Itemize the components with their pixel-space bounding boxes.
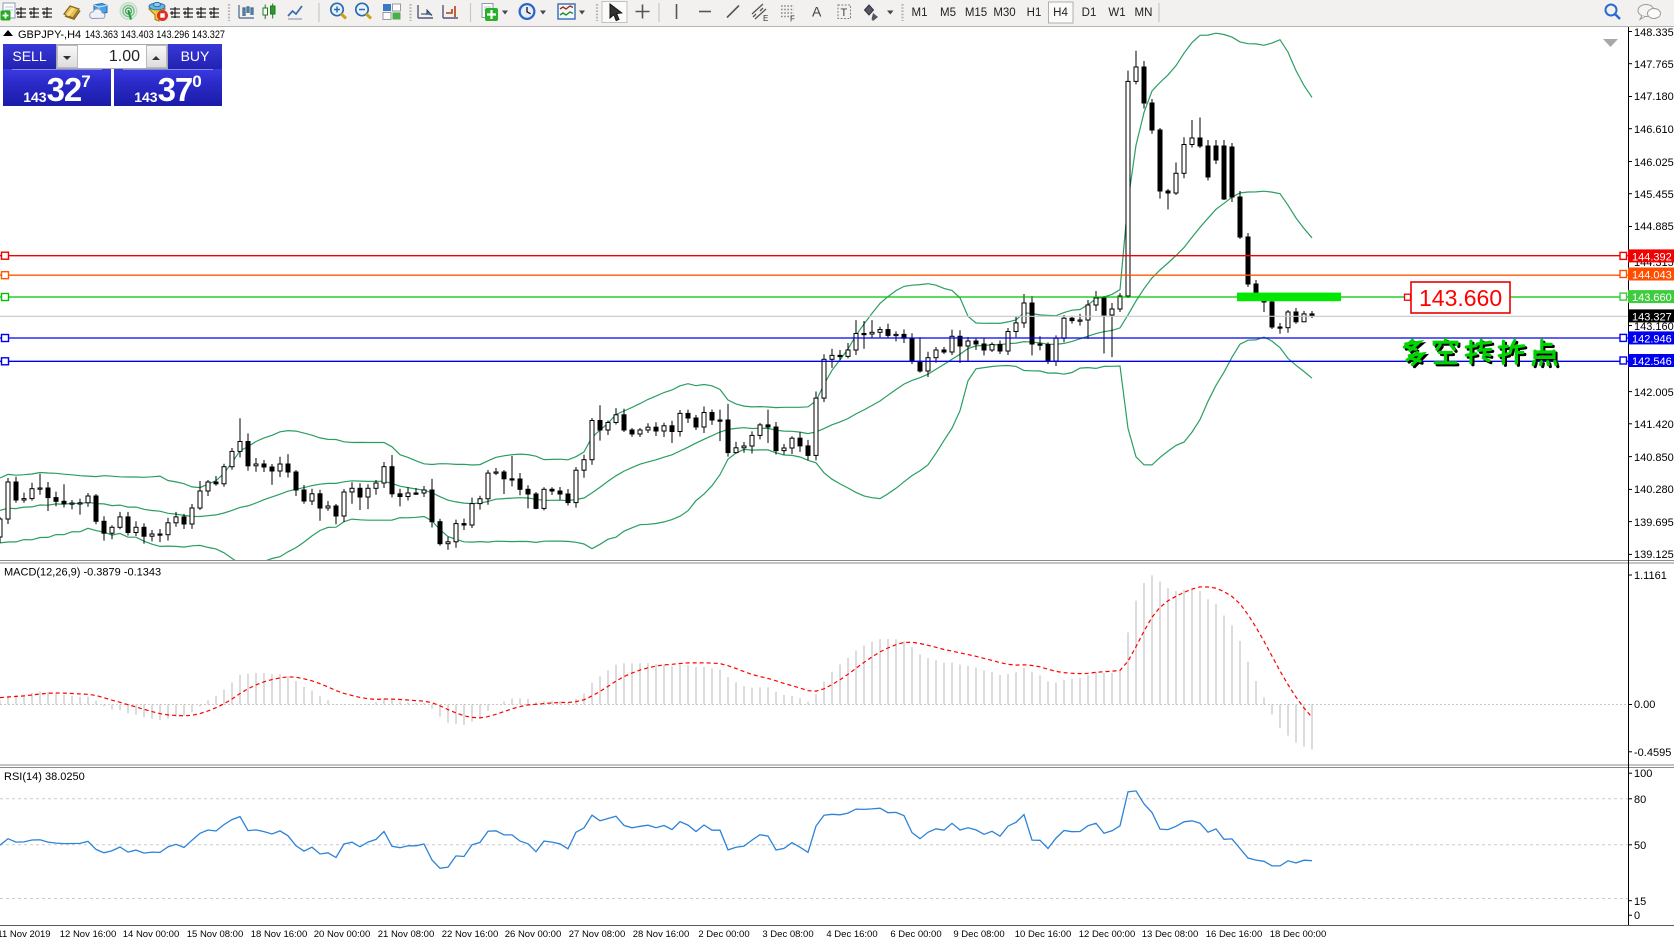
svg-text:-0.4595: -0.4595 bbox=[1634, 747, 1671, 759]
svg-text:1.1161: 1.1161 bbox=[1634, 570, 1667, 582]
svg-text:10 Dec 16:00: 10 Dec 16:00 bbox=[1015, 929, 1072, 940]
svg-text:M30: M30 bbox=[993, 7, 1015, 19]
svg-text:147.765: 147.765 bbox=[1634, 59, 1674, 71]
svg-text:141.420: 141.420 bbox=[1634, 419, 1674, 431]
svg-text:15 Nov 08:00: 15 Nov 08:00 bbox=[187, 929, 244, 940]
svg-text:W1: W1 bbox=[1108, 7, 1125, 19]
svg-text:146.025: 146.025 bbox=[1634, 157, 1674, 169]
svg-text:143.660: 143.660 bbox=[1632, 292, 1672, 304]
svg-text:E: E bbox=[763, 14, 768, 23]
svg-text:142.005: 142.005 bbox=[1634, 387, 1674, 399]
svg-text:26 Nov 00:00: 26 Nov 00:00 bbox=[505, 929, 562, 940]
svg-text:0.00: 0.00 bbox=[1634, 699, 1655, 711]
svg-text:16 Dec 16:00: 16 Dec 16:00 bbox=[1206, 929, 1263, 940]
svg-text:143.660: 143.660 bbox=[1419, 285, 1502, 311]
svg-text:20 Nov 00:00: 20 Nov 00:00 bbox=[314, 929, 371, 940]
svg-text:3 Dec 08:00: 3 Dec 08:00 bbox=[762, 929, 813, 940]
svg-text:H4: H4 bbox=[1053, 7, 1068, 19]
svg-text:80: 80 bbox=[1634, 794, 1646, 806]
svg-text:RSI(14) 38.0250: RSI(14) 38.0250 bbox=[4, 771, 85, 783]
svg-text:50: 50 bbox=[1634, 840, 1646, 852]
svg-text:11 Nov 2019: 11 Nov 2019 bbox=[0, 929, 51, 940]
svg-text:27 Nov 08:00: 27 Nov 08:00 bbox=[569, 929, 626, 940]
svg-text:144.392: 144.392 bbox=[1632, 251, 1672, 263]
svg-text:14 Nov 00:00: 14 Nov 00:00 bbox=[123, 929, 180, 940]
svg-text:22 Nov 16:00: 22 Nov 16:00 bbox=[442, 929, 499, 940]
svg-text:18 Nov 16:00: 18 Nov 16:00 bbox=[251, 929, 308, 940]
svg-text:0: 0 bbox=[1634, 910, 1640, 922]
svg-text:M5: M5 bbox=[940, 7, 956, 19]
svg-text:M1: M1 bbox=[912, 7, 928, 19]
svg-text:142.946: 142.946 bbox=[1632, 333, 1672, 345]
svg-text:T: T bbox=[841, 7, 848, 19]
svg-text:146.610: 146.610 bbox=[1634, 124, 1674, 136]
svg-text:142.546: 142.546 bbox=[1632, 356, 1672, 368]
svg-text:144.043: 144.043 bbox=[1632, 270, 1672, 282]
svg-text:140.850: 140.850 bbox=[1634, 452, 1674, 464]
svg-text:D1: D1 bbox=[1082, 7, 1097, 19]
svg-text:H1: H1 bbox=[1027, 7, 1042, 19]
svg-text:6 Dec 00:00: 6 Dec 00:00 bbox=[890, 929, 941, 940]
svg-text:MN: MN bbox=[1135, 7, 1153, 19]
svg-text:143.160: 143.160 bbox=[1634, 321, 1674, 333]
svg-text:13 Dec 08:00: 13 Dec 08:00 bbox=[1142, 929, 1199, 940]
svg-text:140.280: 140.280 bbox=[1634, 484, 1674, 496]
svg-text:MACD(12,26,9) -0.3879 -0.1343: MACD(12,26,9) -0.3879 -0.1343 bbox=[4, 567, 161, 579]
svg-text:M15: M15 bbox=[965, 7, 987, 19]
svg-text:144.885: 144.885 bbox=[1634, 221, 1674, 233]
svg-text:139.695: 139.695 bbox=[1634, 517, 1674, 529]
svg-text:A: A bbox=[812, 4, 822, 20]
svg-text:147.180: 147.180 bbox=[1634, 91, 1674, 103]
svg-text:21 Nov 08:00: 21 Nov 08:00 bbox=[378, 929, 435, 940]
svg-text:148.335: 148.335 bbox=[1634, 27, 1674, 39]
svg-text:2 Dec 00:00: 2 Dec 00:00 bbox=[698, 929, 749, 940]
svg-text:28 Nov 16:00: 28 Nov 16:00 bbox=[633, 929, 690, 940]
svg-text:12 Nov 16:00: 12 Nov 16:00 bbox=[60, 929, 117, 940]
svg-text:145.455: 145.455 bbox=[1634, 189, 1674, 201]
svg-text:15: 15 bbox=[1634, 896, 1646, 908]
svg-text:143.327: 143.327 bbox=[1632, 311, 1672, 323]
svg-text:4 Dec 16:00: 4 Dec 16:00 bbox=[826, 929, 877, 940]
svg-text:GBPJPY-,H4: GBPJPY-,H4 bbox=[18, 29, 81, 41]
svg-text:12 Dec 00:00: 12 Dec 00:00 bbox=[1079, 929, 1136, 940]
svg-text:139.125: 139.125 bbox=[1634, 549, 1674, 561]
svg-text:9 Dec 08:00: 9 Dec 08:00 bbox=[953, 929, 1004, 940]
svg-text:18 Dec 00:00: 18 Dec 00:00 bbox=[1270, 929, 1327, 940]
svg-text:143.363 143.403 143.296 143.32: 143.363 143.403 143.296 143.327 bbox=[85, 29, 225, 41]
svg-text:100: 100 bbox=[1634, 768, 1652, 780]
svg-text:F: F bbox=[790, 15, 795, 24]
